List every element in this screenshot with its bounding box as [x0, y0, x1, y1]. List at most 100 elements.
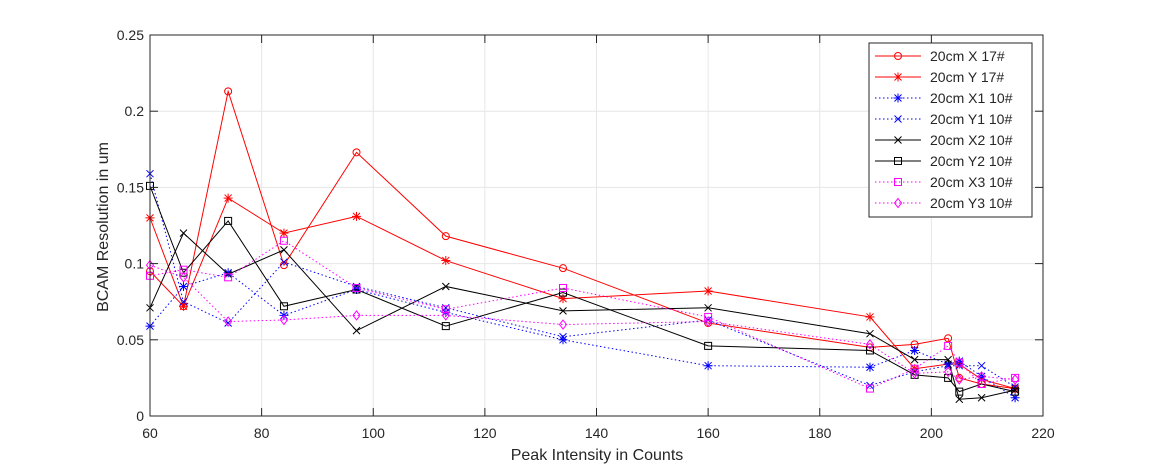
data-point — [943, 366, 953, 378]
legend-marker — [893, 72, 903, 82]
legend-entry: 20cm X2 10# — [875, 132, 1013, 148]
data-point — [910, 355, 919, 364]
series-line — [149, 89, 1016, 390]
data-point — [1011, 383, 1019, 391]
series-5 — [146, 229, 1019, 404]
series-line — [149, 185, 1016, 393]
data-point — [280, 258, 288, 266]
axes: 60 80 100 120 140 160 180 200 220 0 0.05 0.1 0.15 0.2… — [117, 27, 1055, 441]
data-point — [352, 211, 362, 221]
data-point — [352, 326, 361, 335]
legend-box — [868, 42, 1033, 218]
data-point — [280, 246, 288, 254]
data-point — [1010, 374, 1020, 385]
data-point — [955, 395, 964, 404]
data-point — [865, 312, 875, 322]
data-point — [703, 361, 713, 371]
series-line — [149, 232, 1016, 400]
series-3 — [145, 268, 1020, 403]
data-point — [224, 316, 233, 327]
data-point — [352, 148, 361, 157]
data-point — [178, 281, 188, 291]
series-layer — [145, 87, 1020, 404]
legend-marker — [893, 197, 903, 209]
data-point — [558, 319, 568, 330]
data-point — [352, 283, 361, 292]
data-point — [866, 329, 874, 338]
data-point — [865, 384, 874, 393]
y-tick-label: 0.15 — [117, 179, 144, 195]
series-line — [149, 197, 1016, 390]
x-tick-label: 60 — [142, 425, 158, 441]
data-point — [224, 87, 233, 96]
data-point — [224, 216, 233, 225]
x-tick-label: 80 — [254, 425, 270, 441]
legend-entry: 20cm Y2 10# — [875, 153, 1012, 169]
x-axis-label: Peak Intensity in Counts — [511, 447, 684, 464]
data-point — [224, 273, 233, 282]
legend-label: 20cm Y2 10# — [930, 153, 1012, 169]
data-point — [559, 288, 568, 297]
x-tick-label: 180 — [808, 425, 832, 441]
data-point — [441, 322, 450, 331]
data-point — [178, 301, 188, 311]
data-point — [441, 305, 450, 314]
data-point — [441, 282, 450, 291]
data-point — [279, 314, 289, 326]
data-point — [944, 373, 953, 382]
data-point — [279, 236, 288, 245]
data-point — [910, 364, 919, 373]
data-point — [179, 229, 188, 237]
data-point — [865, 346, 874, 355]
legend-label: 20cm X1 10# — [930, 90, 1013, 106]
data-point — [944, 355, 952, 364]
legend: 20cm X 17# 20cm Y 17# 20cm X1 10# 20cm Y1 1… — [868, 42, 1033, 218]
data-point — [558, 335, 568, 345]
legend-marker — [894, 115, 902, 123]
legend-label: 20cm Y1 10# — [930, 111, 1012, 127]
data-point — [558, 294, 568, 304]
legend-label: 20cm Y 17# — [930, 69, 1004, 85]
x-tick-label: 100 — [362, 425, 386, 441]
legend-marker — [894, 157, 902, 165]
data-point — [559, 283, 568, 292]
data-point — [955, 374, 964, 385]
y-axis-label: BCAM Resolution in um — [95, 142, 112, 312]
x-tick-label: 220 — [1031, 425, 1055, 441]
data-point — [223, 193, 233, 203]
legend-marker — [893, 93, 903, 103]
data-point — [279, 302, 288, 311]
data-point — [910, 345, 920, 355]
data-point — [944, 334, 953, 343]
data-point — [943, 359, 953, 369]
legend-label: 20cm Y3 10# — [930, 195, 1012, 211]
series-8 — [145, 259, 1020, 385]
x-tick-label: 140 — [585, 425, 609, 441]
data-point — [865, 339, 875, 350]
data-point — [559, 264, 568, 273]
legend-label: 20cm X3 10# — [930, 174, 1013, 190]
series-2 — [145, 193, 1020, 394]
legend-label: 20cm X2 10# — [930, 132, 1013, 148]
legend-entry: 20cm X1 10# — [875, 90, 1013, 106]
data-point — [179, 297, 188, 306]
data-point — [703, 286, 713, 296]
data-point — [441, 310, 450, 321]
legend-entry: 20cm X3 10# — [875, 174, 1013, 190]
legend-entry: 20cm X 17# — [875, 48, 1005, 64]
data-point — [441, 232, 450, 241]
data-point — [977, 371, 986, 382]
data-point — [704, 303, 712, 312]
data-point — [944, 341, 953, 350]
data-point — [977, 393, 986, 402]
x-tick-label: 160 — [696, 425, 720, 441]
series-7 — [146, 236, 1020, 393]
y-tick-label: 0.2 — [125, 103, 145, 119]
data-point — [1010, 393, 1020, 403]
legend-entry: 20cm Y3 10# — [875, 195, 1012, 211]
series-line — [149, 272, 1016, 399]
data-point — [223, 268, 233, 278]
y-tick-label: 0.1 — [125, 256, 145, 272]
data-point — [954, 356, 964, 366]
